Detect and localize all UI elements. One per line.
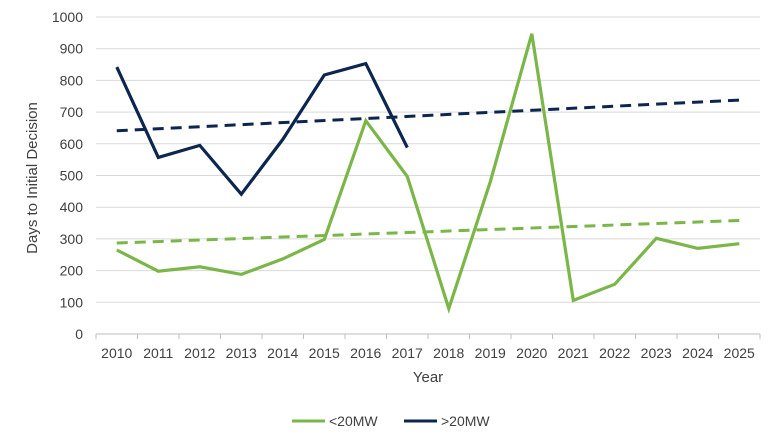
x-tick-label: 2015: [309, 345, 340, 361]
x-tick-label: 2010: [101, 345, 132, 361]
x-tick-label: 2012: [184, 345, 215, 361]
gridlines: [96, 16, 760, 303]
x-tick-label: 2022: [599, 345, 630, 361]
series-line-0: [116, 33, 740, 314]
x-tick-label: 2021: [558, 345, 589, 361]
y-tick-label: 1000: [52, 9, 83, 25]
trendline-series-0: [116, 219, 740, 245]
x-tick-label: 2017: [392, 345, 423, 361]
y-axis-tick-labels: 0 100 200 300 400 500 600 700 800 900 1000: [52, 9, 83, 342]
x-tick-label: 2014: [267, 345, 298, 361]
y-tick-label: 200: [60, 263, 84, 279]
y-tick-label: 700: [60, 104, 84, 120]
x-tick-label: 2011: [143, 345, 173, 361]
y-tick-label: 800: [60, 72, 84, 88]
y-tick-label: 400: [60, 199, 84, 215]
x-tick-label: 2019: [475, 345, 506, 361]
legend-label-lt20mw: <20MW: [329, 413, 378, 429]
y-tick-label: 0: [75, 326, 83, 342]
x-axis-tick-labels: 2010 2011 2012 2013 2014 2015 2016 2017 2018 2019…: [101, 345, 755, 361]
legend-label-gt20mw: >20MW: [441, 413, 490, 429]
x-tick-label: 2013: [226, 345, 257, 361]
x-tick-label: 2023: [641, 345, 672, 361]
y-tick-label: 500: [60, 168, 84, 184]
trendline-series-1: [116, 98, 740, 133]
y-tick-label: 900: [60, 41, 84, 57]
legend: <20MW >20MW: [292, 413, 490, 429]
x-axis-title: Year: [413, 369, 443, 386]
y-tick-label: 300: [60, 231, 84, 247]
x-tick-label: 2016: [350, 345, 381, 361]
series-lines: [115, 33, 740, 314]
x-tick-label: 2025: [724, 345, 755, 361]
trendlines: [116, 98, 740, 245]
y-tick-label: 600: [60, 136, 84, 152]
x-tick-label: 2024: [682, 345, 713, 361]
x-tick-label: 2020: [516, 345, 547, 361]
x-tick-label: 2018: [433, 345, 464, 361]
y-axis-title: Days to Initial Decision: [24, 102, 41, 254]
y-tick-label: 100: [60, 294, 84, 310]
series-line-1: [115, 61, 409, 197]
x-axis: [95, 333, 761, 339]
